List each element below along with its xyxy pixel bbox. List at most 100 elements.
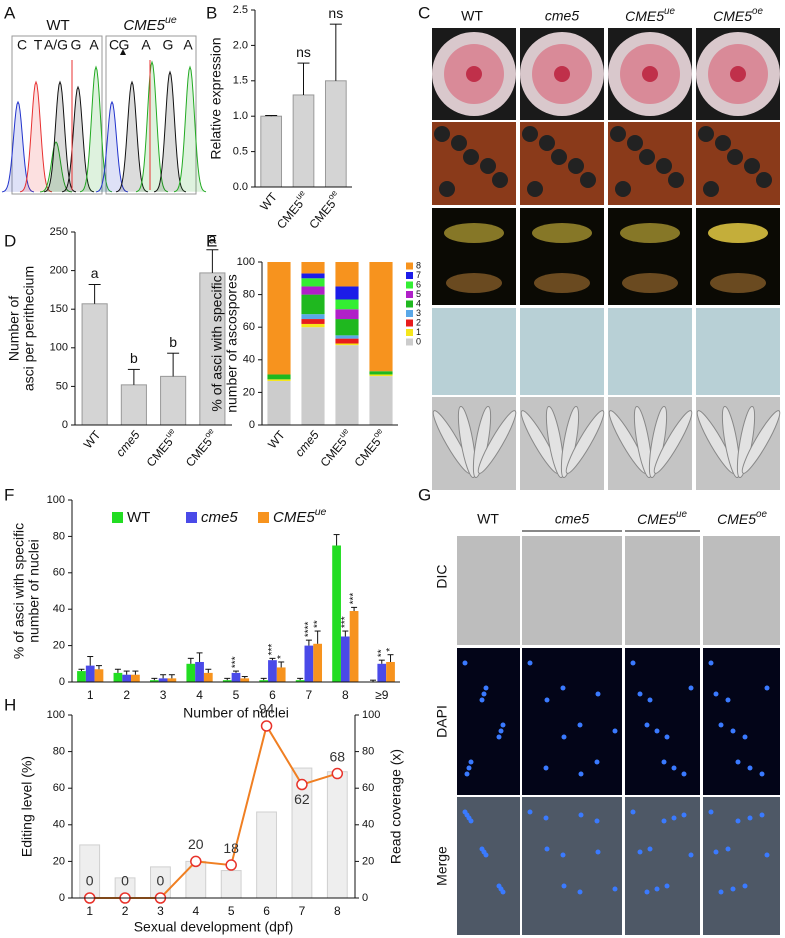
bar-segment [335, 299, 359, 310]
bar [120, 384, 147, 426]
bar [256, 811, 277, 899]
perithecium [551, 149, 567, 165]
nucleus [664, 883, 670, 889]
base-call: A [141, 37, 151, 53]
nucleus [713, 691, 719, 697]
nucleus [742, 734, 748, 740]
image [522, 648, 622, 795]
x-tick-label: 8 [334, 904, 341, 918]
nucleus [718, 722, 724, 728]
panel-letter: C [418, 3, 430, 22]
bar-segment [301, 314, 325, 320]
bar [240, 678, 250, 682]
legend-label: 0 [416, 336, 421, 346]
column-label: CME5ue [625, 6, 675, 24]
trace-frame [11, 35, 103, 195]
x-tick-label: 4 [196, 688, 203, 702]
bar [85, 665, 95, 682]
bar [203, 672, 213, 682]
x-tick-label: 7 [306, 688, 313, 702]
x-tick-label: 1 [86, 904, 93, 918]
nucleus [594, 759, 600, 765]
x-tick-label: 5 [228, 904, 235, 918]
nucleus [688, 685, 694, 691]
nucleus [747, 765, 753, 771]
nucleus [747, 815, 753, 821]
bar [259, 680, 269, 682]
colony-center [554, 66, 570, 82]
y-tick-label: 40 [53, 819, 65, 831]
bar [349, 611, 359, 682]
nucleus [647, 697, 653, 703]
bar [386, 661, 395, 682]
nucleus [483, 685, 489, 691]
y-tick-label: 1.0 [233, 110, 248, 122]
data-label: 94 [259, 701, 275, 717]
perithecium [703, 181, 719, 197]
bar-segment [335, 338, 359, 344]
perithecium [492, 172, 508, 188]
perithecium-neck [710, 273, 766, 293]
legend-swatch [406, 272, 413, 279]
perithecium [656, 158, 672, 174]
panel-letter: B [206, 3, 217, 22]
ascus [633, 406, 653, 478]
nucleus [654, 728, 660, 734]
nucleus [561, 883, 567, 889]
nucleus [498, 728, 504, 734]
bar [122, 674, 132, 682]
significance: *** [340, 616, 351, 628]
image [625, 648, 700, 795]
nucleus [483, 852, 489, 858]
nucleus [561, 734, 567, 740]
x-tick-label: ≥9 [375, 688, 389, 702]
legend-swatch [406, 291, 413, 298]
nucleus [578, 771, 584, 777]
y-tick-label: 60 [243, 321, 255, 333]
bar-segment [301, 286, 325, 295]
x-tick-label: 7 [299, 904, 306, 918]
nucleus [464, 771, 470, 777]
perithecium [744, 158, 760, 174]
nucleus [468, 759, 474, 765]
y-axis-label: Editing level (%) [19, 756, 35, 857]
annotation: a [208, 230, 216, 246]
legend-swatch [406, 281, 413, 289]
x-tick-label: 3 [160, 688, 167, 702]
perithecium [439, 181, 455, 197]
y-tick-label: 0.0 [233, 181, 248, 193]
y-axis-label: Relative expression [208, 37, 224, 159]
image [703, 648, 780, 795]
ascus [721, 406, 741, 478]
column-label: cme5 [545, 8, 579, 24]
panel-letter: H [4, 695, 16, 714]
row-label: Merge [434, 846, 450, 886]
bar [149, 680, 159, 682]
nucleus [462, 660, 468, 666]
nucleus [661, 818, 667, 824]
perithecium [539, 135, 555, 151]
x-tick-label: WT [265, 427, 288, 451]
y-tick-label: 100 [237, 256, 255, 268]
annotation: ns [328, 5, 343, 21]
panel-letter: D [4, 231, 16, 250]
y-tick-label: 80 [243, 289, 255, 301]
trace-peak [95, 100, 129, 193]
bar [260, 115, 283, 188]
y-axis-label: number of nuclei [26, 539, 42, 643]
ascus [545, 406, 565, 478]
nucleus [654, 886, 660, 892]
y-axis-label: Number of [6, 296, 22, 361]
legend-swatch [112, 512, 123, 523]
y-tick-label: 80 [362, 746, 374, 758]
bar [220, 870, 242, 899]
data-label: 0 [121, 873, 129, 889]
bar [276, 667, 286, 682]
trace-peak [115, 80, 149, 193]
nucleus [708, 660, 714, 666]
nucleus [681, 771, 687, 777]
image [522, 536, 622, 645]
bar-segment [267, 379, 291, 381]
bar [313, 643, 323, 682]
